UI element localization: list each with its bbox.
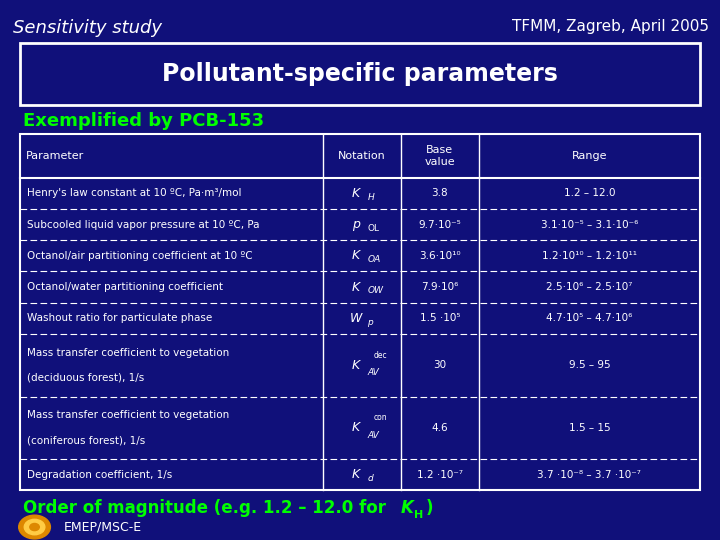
Text: 7.9·10⁶: 7.9·10⁶ [421,282,459,292]
Text: K: K [352,249,360,262]
Text: Sensitivity study: Sensitivity study [13,19,162,37]
Text: ): ) [426,498,433,517]
Text: AV: AV [367,431,379,440]
Text: W: W [350,312,362,325]
Text: con: con [373,413,387,422]
Text: Exemplified by PCB-153: Exemplified by PCB-153 [23,112,264,130]
Text: OL: OL [367,224,379,233]
Text: 1.5 ·10⁵: 1.5 ·10⁵ [420,313,460,323]
Text: Mass transfer coefficient to vegetation: Mass transfer coefficient to vegetation [27,410,229,420]
Text: dec: dec [373,351,387,360]
Bar [20,134,700,490]
Text: Octanol/air partitioning coefficient at 10 ºC: Octanol/air partitioning coefficient at … [27,251,253,261]
Circle shape [24,519,45,535]
Text: Range: Range [572,151,607,161]
Text: 1.2 – 12.0: 1.2 – 12.0 [564,188,615,198]
Text: H: H [414,510,423,519]
Text: 9.5 – 95: 9.5 – 95 [569,360,611,370]
Circle shape [30,523,40,531]
Text: K: K [401,498,414,517]
Text: 4.7·10⁵ – 4.7·10⁶: 4.7·10⁵ – 4.7·10⁶ [546,313,633,323]
Text: 2.5·10⁶ – 2.5·10⁷: 2.5·10⁶ – 2.5·10⁷ [546,282,633,292]
Text: K: K [352,468,360,481]
Text: d: d [367,474,373,483]
Text: H: H [367,193,374,201]
Text: K: K [352,281,360,294]
Text: EMEP/MSC-E: EMEP/MSC-E [63,521,142,534]
Text: K: K [352,359,360,372]
Text: Pollutant-specific parameters: Pollutant-specific parameters [162,62,558,86]
Text: TFMM, Zagreb, April 2005: TFMM, Zagreb, April 2005 [512,19,709,34]
Text: 1.5 – 15: 1.5 – 15 [569,423,611,433]
Text: OW: OW [367,286,384,295]
Text: Notation: Notation [338,151,386,161]
Text: Base
value: Base value [425,145,455,167]
Text: K: K [352,187,360,200]
Text: 9.7·10⁻⁵: 9.7·10⁻⁵ [418,220,462,229]
Text: Octanol/water partitioning coefficient: Octanol/water partitioning coefficient [27,282,223,292]
Text: (coniferous forest), 1/s: (coniferous forest), 1/s [27,435,145,445]
Text: K: K [352,421,360,434]
Bar [20,43,700,105]
Text: 1.2·10¹⁰ – 1.2·10¹¹: 1.2·10¹⁰ – 1.2·10¹¹ [542,251,637,261]
Text: Henry's law constant at 10 ºC, Pa·m³/mol: Henry's law constant at 10 ºC, Pa·m³/mol [27,188,241,198]
Text: Parameter: Parameter [26,151,84,161]
Text: 3.7 ·10⁻⁸ – 3.7 ·10⁻⁷: 3.7 ·10⁻⁸ – 3.7 ·10⁻⁷ [537,470,642,480]
Text: p: p [367,318,373,327]
Text: 4.6: 4.6 [431,423,448,433]
Text: Order of magnitude (e.g. 1.2 – 12.0 for: Order of magnitude (e.g. 1.2 – 12.0 for [23,498,392,517]
Text: p: p [352,218,360,231]
Text: AV: AV [367,368,379,377]
Text: Subcooled liquid vapor pressure at 10 ºC, Pa: Subcooled liquid vapor pressure at 10 ºC… [27,220,259,229]
Text: Mass transfer coefficient to vegetation: Mass transfer coefficient to vegetation [27,348,229,358]
Text: 1.2 ·10⁻⁷: 1.2 ·10⁻⁷ [417,470,463,480]
Text: 3.6·10¹⁰: 3.6·10¹⁰ [419,251,461,261]
Text: Washout ratio for particulate phase: Washout ratio for particulate phase [27,313,212,323]
Text: (deciduous forest), 1/s: (deciduous forest), 1/s [27,373,144,383]
Text: 30: 30 [433,360,446,370]
Text: Degradation coefficient, 1/s: Degradation coefficient, 1/s [27,470,172,480]
Text: 3.1·10⁻⁵ – 3.1·10⁻⁶: 3.1·10⁻⁵ – 3.1·10⁻⁶ [541,220,638,229]
Text: OA: OA [367,255,381,264]
Circle shape [19,515,50,539]
Text: 3.8: 3.8 [431,188,448,198]
